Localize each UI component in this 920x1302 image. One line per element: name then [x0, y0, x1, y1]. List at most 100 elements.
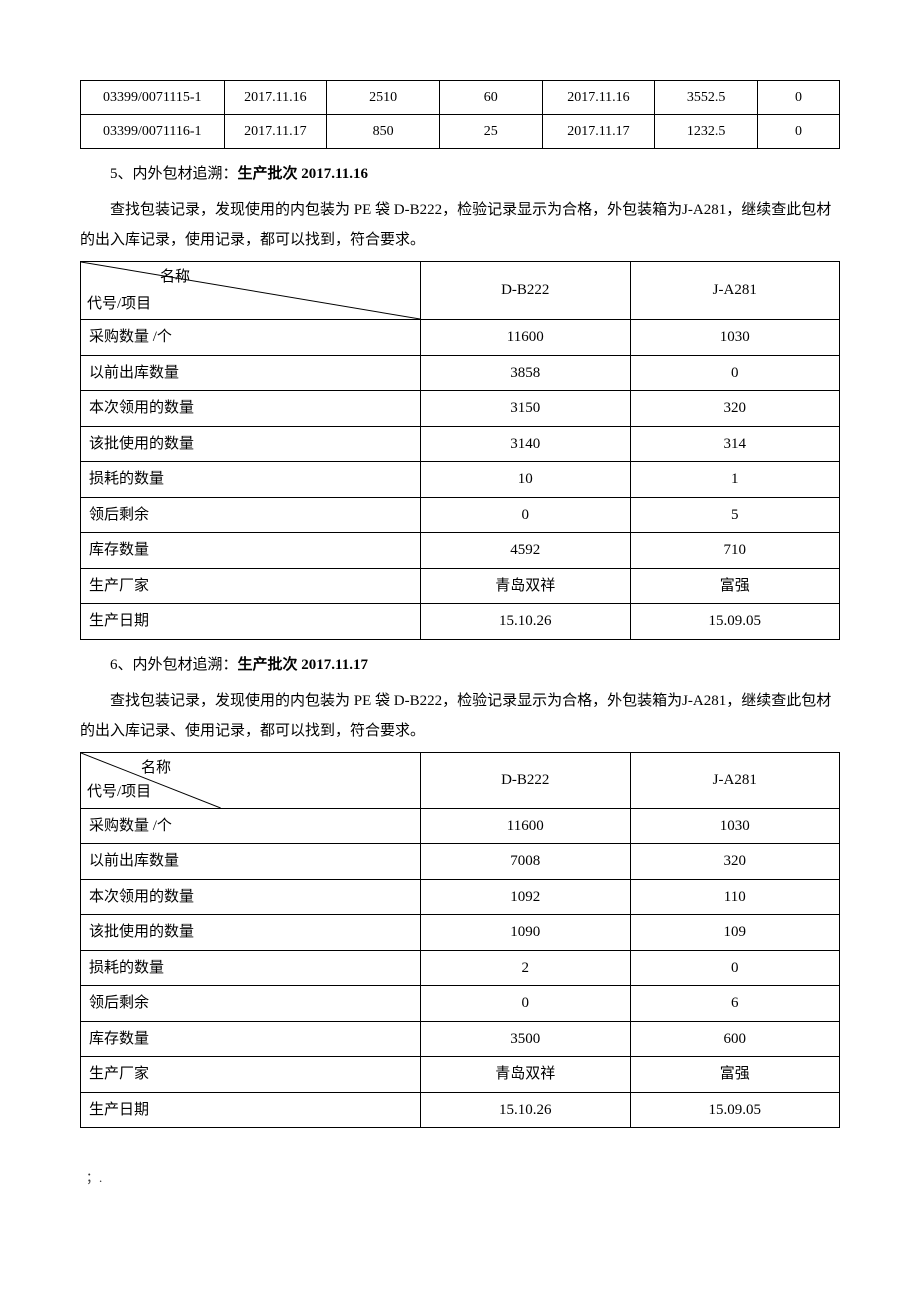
cell: 2017.11.16	[542, 81, 655, 115]
cell: 3140	[421, 426, 631, 462]
cell: 110	[630, 879, 840, 915]
diag-top-label: 名称	[141, 757, 171, 780]
cell: 0	[630, 950, 840, 986]
cell: 2017.11.17	[542, 115, 655, 149]
diag-top-label: 名称	[160, 266, 190, 289]
table-row: 03399/0071115-1 2017.11.16 2510 60 2017.…	[81, 81, 840, 115]
cell: 3858	[421, 355, 631, 391]
row-label: 生产日期	[81, 604, 421, 640]
cell: 03399/0071115-1	[81, 81, 225, 115]
cell: 109	[630, 915, 840, 951]
cell: 15.09.05	[630, 1092, 840, 1128]
table-row: 本次领用的数量3150320	[81, 391, 840, 427]
cell: 850	[327, 115, 440, 149]
table-header-row: 名称 代号/项目 D-B222 J-A281	[81, 752, 840, 808]
cell: 6	[630, 986, 840, 1022]
cell: 青岛双祥	[421, 568, 631, 604]
table-row: 以前出库数量7008320	[81, 844, 840, 880]
table-row: 该批使用的数量3140314	[81, 426, 840, 462]
cell: 15.10.26	[421, 1092, 631, 1128]
cell: 1	[630, 462, 840, 498]
cell: 1030	[630, 320, 840, 356]
heading-bold: 生产批次 2017.11.17	[238, 657, 368, 673]
cell: 600	[630, 1021, 840, 1057]
cell: 11600	[421, 320, 631, 356]
row-label: 领后剩余	[81, 986, 421, 1022]
row-label: 以前出库数量	[81, 844, 421, 880]
diagonal-header: 名称 代号/项目	[81, 752, 421, 808]
table-row: 库存数量3500600	[81, 1021, 840, 1057]
cell: 0	[757, 81, 839, 115]
cell: 1232.5	[655, 115, 758, 149]
materials-table-5: 名称 代号/项目 D-B222 J-A281 采购数量 /个116001030 …	[80, 261, 840, 640]
col-header: D-B222	[421, 262, 631, 320]
cell: 1092	[421, 879, 631, 915]
top-table: 03399/0071115-1 2017.11.16 2510 60 2017.…	[80, 80, 840, 149]
table-row: 损耗的数量20	[81, 950, 840, 986]
cell: 富强	[630, 1057, 840, 1093]
cell: 2017.11.17	[224, 115, 327, 149]
cell: 320	[630, 844, 840, 880]
row-label: 损耗的数量	[81, 462, 421, 498]
row-label: 采购数量 /个	[81, 808, 421, 844]
cell: 1030	[630, 808, 840, 844]
row-label: 采购数量 /个	[81, 320, 421, 356]
table-row: 生产厂家青岛双祥富强	[81, 1057, 840, 1093]
cell: 3552.5	[655, 81, 758, 115]
table-row: 采购数量 /个116001030	[81, 808, 840, 844]
cell: 4592	[421, 533, 631, 569]
materials-table-6: 名称 代号/项目 D-B222 J-A281 采购数量 /个116001030 …	[80, 752, 840, 1129]
cell: 3150	[421, 391, 631, 427]
cell: 15.09.05	[630, 604, 840, 640]
table-row: 领后剩余05	[81, 497, 840, 533]
cell: 314	[630, 426, 840, 462]
cell: 10	[421, 462, 631, 498]
col-header: J-A281	[630, 262, 840, 320]
table-header-row: 名称 代号/项目 D-B222 J-A281	[81, 262, 840, 320]
row-label: 损耗的数量	[81, 950, 421, 986]
table-row: 采购数量 /个116001030	[81, 320, 840, 356]
heading-bold: 生产批次 2017.11.16	[238, 166, 368, 182]
row-label: 以前出库数量	[81, 355, 421, 391]
cell: 03399/0071116-1	[81, 115, 225, 149]
cell: 320	[630, 391, 840, 427]
cell: 青岛双祥	[421, 1057, 631, 1093]
cell: 2	[421, 950, 631, 986]
cell: 1090	[421, 915, 631, 951]
row-label: 生产厂家	[81, 1057, 421, 1093]
table-row: 生产日期15.10.2615.09.05	[81, 604, 840, 640]
table-row: 本次领用的数量1092110	[81, 879, 840, 915]
cell: 11600	[421, 808, 631, 844]
cell: 0	[757, 115, 839, 149]
section-6-heading: 6、内外包材追溯：生产批次 2017.11.17	[80, 650, 840, 680]
table-row: 该批使用的数量1090109	[81, 915, 840, 951]
table-row: 03399/0071116-1 2017.11.17 850 25 2017.1…	[81, 115, 840, 149]
heading-prefix: 5、内外包材追溯：	[110, 166, 238, 182]
diagonal-header: 名称 代号/项目	[81, 262, 421, 320]
cell: 2510	[327, 81, 440, 115]
table-row: 生产厂家青岛双祥富强	[81, 568, 840, 604]
cell: 0	[630, 355, 840, 391]
row-label: 生产厂家	[81, 568, 421, 604]
section-5-heading: 5、内外包材追溯：生产批次 2017.11.16	[80, 159, 840, 189]
row-label: 本次领用的数量	[81, 879, 421, 915]
cell: 710	[630, 533, 840, 569]
row-label: 本次领用的数量	[81, 391, 421, 427]
row-label: 该批使用的数量	[81, 426, 421, 462]
table-row: 领后剩余06	[81, 986, 840, 1022]
row-label: 生产日期	[81, 1092, 421, 1128]
cell: 5	[630, 497, 840, 533]
col-header: J-A281	[630, 752, 840, 808]
cell: 15.10.26	[421, 604, 631, 640]
cell: 25	[439, 115, 542, 149]
table-row: 生产日期15.10.2615.09.05	[81, 1092, 840, 1128]
table-row: 以前出库数量38580	[81, 355, 840, 391]
cell: 富强	[630, 568, 840, 604]
diag-bottom-label: 代号/项目	[87, 781, 151, 804]
cell: 0	[421, 986, 631, 1022]
heading-prefix: 6、内外包材追溯：	[110, 657, 238, 673]
cell: 0	[421, 497, 631, 533]
row-label: 该批使用的数量	[81, 915, 421, 951]
table-row: 库存数量4592710	[81, 533, 840, 569]
row-label: 领后剩余	[81, 497, 421, 533]
